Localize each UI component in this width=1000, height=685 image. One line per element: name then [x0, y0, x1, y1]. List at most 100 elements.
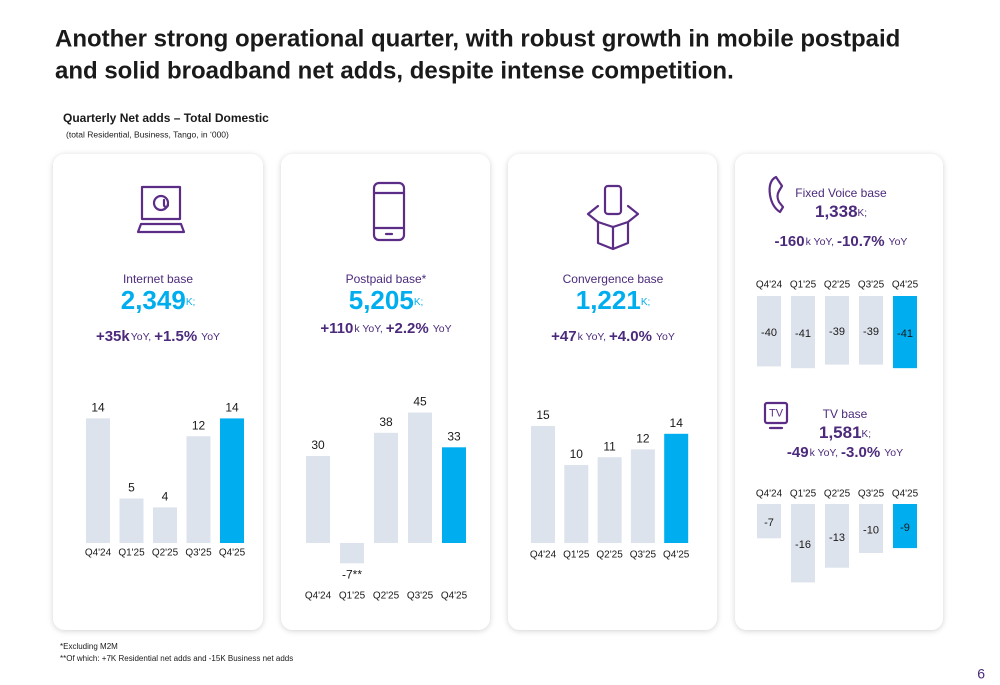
data-label: -13 [829, 532, 845, 544]
kpi-base-unit: K; [858, 208, 867, 219]
x-tick-label: Q1'25 [118, 548, 145, 559]
data-label: -41 [897, 328, 913, 340]
data-label: 10 [570, 447, 584, 461]
kpi-base-value: 2,349 [121, 285, 186, 315]
bar [630, 449, 655, 543]
kpi-delta-unit: k YoY, [354, 323, 382, 335]
x-tick-label: Q4'24 [756, 489, 783, 500]
bar [757, 296, 781, 367]
title-line: and solid broadband net adds, despite in… [55, 57, 734, 84]
x-tick-label: Q2'25 [824, 489, 851, 500]
x-tick-label: Q4'24 [530, 550, 557, 561]
bar [531, 426, 555, 543]
kpi-base-value: 1,581 [819, 423, 862, 442]
kpi-pct: +4.0% [609, 328, 652, 345]
kpi-delta: -49 [787, 444, 809, 461]
data-label: 38 [379, 415, 393, 429]
x-tick-label: Q1'25 [339, 591, 366, 602]
kpi-pct-unit: YoY [884, 447, 903, 459]
kpi-base-unit: K; [414, 297, 423, 308]
data-label: 14 [91, 401, 105, 415]
data-label: -41 [795, 328, 811, 340]
title-line: Another strong operational quarter, with… [55, 25, 900, 52]
page-number: 6 [977, 666, 985, 682]
panel [735, 154, 943, 630]
bar [597, 457, 622, 543]
tv-icon: TV [763, 401, 789, 430]
bar [791, 296, 815, 369]
kpi-growth: +110k YoY, +2.2% YoY [320, 320, 451, 337]
data-label: -16 [795, 539, 811, 551]
phone-icon [372, 181, 406, 242]
data-label: 15 [536, 408, 550, 422]
data-label: 12 [636, 432, 650, 446]
bar [340, 543, 364, 564]
x-tick-label: Q3'25 [185, 548, 212, 559]
x-tick-label: Q2'25 [824, 280, 851, 291]
x-tick-label: Q4'24 [85, 548, 112, 559]
kpi-pct: +2.2% [386, 320, 429, 337]
kpi-value: 2,349K; [121, 285, 196, 315]
kpi-pct: +1.5% [154, 328, 197, 345]
kpi-name: Fixed Voice base [795, 186, 887, 200]
x-tick-label: Q4'25 [219, 548, 246, 559]
kpi-name: Internet base [123, 272, 193, 286]
data-label: -40 [761, 327, 777, 339]
bar [86, 418, 110, 543]
data-label: -39 [829, 326, 845, 338]
bar [564, 465, 589, 543]
section-subtitle: (total Residential, Business, Tango, in … [66, 129, 229, 139]
data-label: 4 [162, 490, 169, 504]
kpi-growth: -160k YoY, -10.7% YoY [775, 233, 908, 250]
bar [893, 504, 917, 549]
bar [153, 507, 177, 543]
x-tick-label: Q4'24 [756, 280, 783, 291]
kpi-delta: +47 [551, 328, 576, 345]
data-label: -39 [863, 326, 879, 338]
handset-icon [768, 175, 785, 214]
bar [119, 498, 144, 543]
data-label: 14 [225, 401, 239, 415]
data-label: 30 [311, 438, 325, 452]
x-tick-label: Q3'25 [630, 550, 657, 561]
kpi-base-unit: K; [186, 297, 195, 308]
kpi-delta-unit: k YoY, [806, 236, 834, 248]
kpi-pct-unit: YoY [656, 331, 675, 343]
kpi-delta: -160 [775, 233, 805, 250]
x-tick-label: Q4'25 [892, 489, 919, 500]
box-icon [586, 184, 640, 251]
bar [893, 296, 917, 369]
kpi-value: 5,205K; [349, 285, 424, 315]
data-label: -7 [764, 517, 774, 529]
x-tick-label: Q1'25 [790, 280, 817, 291]
kpi-name: TV base [823, 407, 868, 421]
section-title: Quarterly Net adds – Total Domestic [63, 111, 269, 125]
panel [281, 154, 490, 630]
data-label: -10 [863, 524, 879, 536]
data-label: 5 [128, 481, 135, 495]
data-label: 14 [670, 416, 684, 430]
x-tick-label: Q1'25 [563, 550, 590, 561]
kpi-value: 1,338K; [815, 202, 867, 221]
kpi-value: 1,221K; [576, 285, 651, 315]
kpi-delta: +35k [96, 328, 130, 345]
x-tick-label: Q1'25 [790, 489, 817, 500]
bar [442, 447, 466, 543]
kpi-delta-unit: k YoY, [810, 447, 838, 459]
data-label: 45 [413, 395, 427, 409]
x-tick-label: Q4'24 [305, 591, 332, 602]
data-label: 11 [603, 439, 616, 453]
kpi-name: Convergence base [563, 272, 664, 286]
kpi-pct: -10.7% [837, 233, 885, 250]
kpi-pct-unit: YoY [889, 236, 908, 248]
x-tick-label: Q2'25 [373, 591, 400, 602]
kpi-base-unit: K; [641, 297, 650, 308]
kpi-growth: +47k YoY, +4.0% YoY [551, 328, 675, 345]
kpi-growth: -49k YoY, -3.0% YoY [787, 444, 903, 461]
kpi-delta-unit: YoY, [131, 331, 151, 343]
x-tick-label: Q2'25 [152, 548, 179, 559]
kpi-base-value: 5,205 [349, 285, 414, 315]
x-tick-label: Q4'25 [892, 280, 919, 291]
